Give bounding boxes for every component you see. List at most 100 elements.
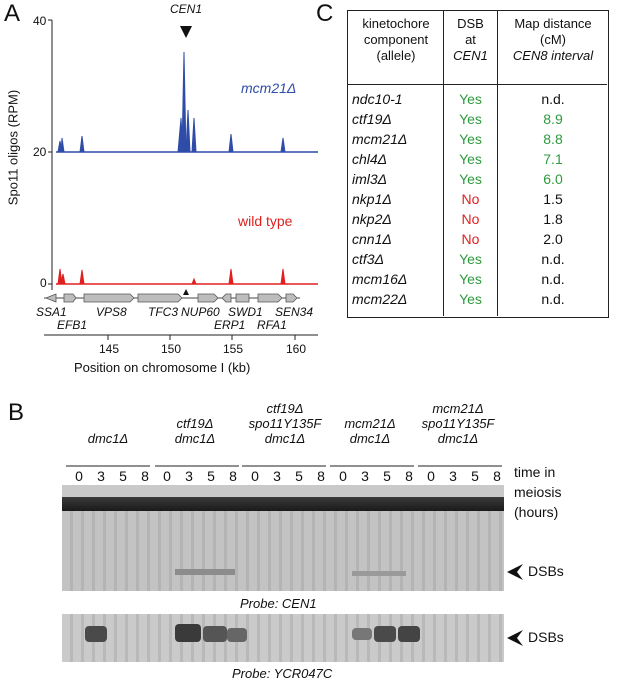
table-dsb: Yes bbox=[459, 251, 482, 267]
table-dsb: No bbox=[461, 231, 480, 247]
probe-ycr047c-label: Probe: YCR047C bbox=[232, 666, 333, 681]
table-map-distance: 6.0 bbox=[543, 171, 563, 187]
table-map-distance: n.d. bbox=[541, 271, 565, 287]
panel-a-plot bbox=[44, 19, 318, 340]
gene-tfc3: TFC3 bbox=[148, 305, 178, 319]
table-map-distance: n.d. bbox=[541, 91, 565, 107]
table-dsb: Yes bbox=[459, 171, 482, 187]
cen1-peak-label: CEN1 bbox=[170, 2, 203, 16]
table-map-distance: n.d. bbox=[541, 251, 565, 267]
cen1-marker bbox=[183, 289, 189, 295]
gene-nup60: NUP60 bbox=[181, 305, 220, 319]
strain-ctf19-dmc1: ctf19Δ dmc1Δ bbox=[174, 416, 216, 446]
table-dsb: Yes bbox=[459, 91, 482, 107]
timepoint-label: 5 bbox=[471, 468, 479, 484]
gene-sen34: SEN34 bbox=[275, 305, 314, 319]
timepoint-label: 0 bbox=[339, 468, 347, 484]
table-allele: mcm21Δ bbox=[352, 131, 408, 147]
gene-swd1: SWD1 bbox=[228, 305, 263, 319]
xtick-160: 160 bbox=[286, 342, 307, 356]
dsb-arrow-2 bbox=[507, 630, 523, 646]
gene-track bbox=[44, 293, 298, 303]
table-allele: ndc10-1 bbox=[352, 91, 403, 107]
panel-a-letter: A bbox=[4, 0, 21, 27]
gene-vps8: VPS8 bbox=[96, 305, 127, 319]
timepoint-label: 0 bbox=[163, 468, 171, 484]
table-map-distance: 8.8 bbox=[543, 131, 563, 147]
timepoint-label: 3 bbox=[449, 468, 457, 484]
timepoint-label: 5 bbox=[383, 468, 391, 484]
gene-rfa1: RFA1 bbox=[257, 318, 287, 332]
mcm21-series bbox=[56, 51, 318, 153]
panel-a-xlabel: Position on chromosome I (kb) bbox=[74, 360, 251, 375]
gene-efb1: EFB1 bbox=[57, 318, 88, 332]
timepoint-label: 3 bbox=[97, 468, 105, 484]
timepoint-label: 0 bbox=[427, 468, 435, 484]
table-dsb: No bbox=[461, 191, 480, 207]
ytick-0: 0 bbox=[40, 276, 47, 290]
ytick-20: 20 bbox=[33, 145, 47, 159]
table-map-distance: 1.5 bbox=[543, 191, 563, 207]
table-allele: ctf3Δ bbox=[352, 251, 384, 267]
strain-ctf19-spo11-dmc1: ctf19Δ spo11Y135F dmc1Δ bbox=[248, 401, 322, 446]
timepoint-label: 8 bbox=[141, 468, 149, 484]
cen1-arrowhead bbox=[180, 26, 192, 38]
timepoint-label: 3 bbox=[185, 468, 193, 484]
header-map-distance: Map distance (cM) CEN8 interval bbox=[512, 16, 594, 63]
mcm21-series-label: mcm21Δ bbox=[241, 80, 297, 96]
kinetochore-table: kinetochore component (allele) DSB at CE… bbox=[347, 10, 609, 318]
timepoint-label: 8 bbox=[317, 468, 325, 484]
table-allele: nkp1Δ bbox=[352, 191, 392, 207]
gel-cen1 bbox=[62, 485, 504, 591]
dsb-label-1: DSBs bbox=[528, 563, 564, 579]
table-allele: cnn1Δ bbox=[352, 231, 392, 247]
dsb-label-2: DSBs bbox=[528, 629, 564, 645]
table-allele: chl4Δ bbox=[352, 151, 388, 167]
timepoint-label: 8 bbox=[493, 468, 501, 484]
dsb-arrow-1 bbox=[507, 564, 523, 580]
table-dsb: Yes bbox=[459, 131, 482, 147]
gel-ycr047c bbox=[62, 614, 504, 662]
table-allele: mcm16Δ bbox=[352, 271, 408, 287]
table-map-distance: 1.8 bbox=[543, 211, 563, 227]
timepoint-label: 0 bbox=[251, 468, 259, 484]
table-map-distance: 8.9 bbox=[543, 111, 563, 127]
strain-mcm21-spo11-dmc1: mcm21Δ spo11Y135F dmc1Δ bbox=[421, 401, 495, 446]
wt-series-label: wild type bbox=[238, 213, 293, 229]
timepoint-label: 8 bbox=[229, 468, 237, 484]
table-dsb: Yes bbox=[459, 291, 482, 307]
xtick-145: 145 bbox=[99, 342, 120, 356]
panel-c-letter: C bbox=[316, 0, 334, 27]
timepoint-label: 0 bbox=[75, 468, 83, 484]
probe-cen1-label: Probe: CEN1 bbox=[240, 596, 317, 611]
table-dsb: Yes bbox=[459, 151, 482, 167]
timepoint-label: 3 bbox=[273, 468, 281, 484]
panel-b-letter: B bbox=[8, 399, 25, 426]
table-allele: nkp2Δ bbox=[352, 211, 392, 227]
table-dsb: Yes bbox=[459, 271, 482, 287]
xtick-155: 155 bbox=[223, 342, 244, 356]
timepoint-label: 5 bbox=[119, 468, 127, 484]
table-map-distance: n.d. bbox=[541, 291, 565, 307]
xtick-150: 150 bbox=[161, 342, 182, 356]
gene-erp1: ERP1 bbox=[214, 318, 246, 332]
table-map-distance: 2.0 bbox=[543, 231, 563, 247]
header-dsb: DSB at CEN1 bbox=[453, 16, 488, 63]
timepoint-label: 5 bbox=[295, 468, 303, 484]
table-dsb: No bbox=[461, 211, 480, 227]
table-allele: ctf19Δ bbox=[352, 111, 392, 127]
strain-dmc1: dmc1Δ bbox=[87, 431, 129, 446]
timepoint-label: 5 bbox=[207, 468, 215, 484]
strain-mcm21-dmc1: mcm21Δ dmc1Δ bbox=[344, 416, 396, 446]
timepoint-label: 3 bbox=[361, 468, 369, 484]
wild-type-series bbox=[56, 268, 318, 285]
ytick-40: 40 bbox=[33, 14, 47, 28]
gene-ssa1: SSA1 bbox=[36, 305, 67, 319]
table-dsb: Yes bbox=[459, 111, 482, 127]
table-allele: mcm22Δ bbox=[352, 291, 408, 307]
timepoint-label: 8 bbox=[405, 468, 413, 484]
table-allele: iml3Δ bbox=[352, 171, 388, 187]
table-map-distance: 7.1 bbox=[543, 151, 563, 167]
time-in-meiosis-label: time in meiosis (hours) bbox=[514, 464, 562, 520]
